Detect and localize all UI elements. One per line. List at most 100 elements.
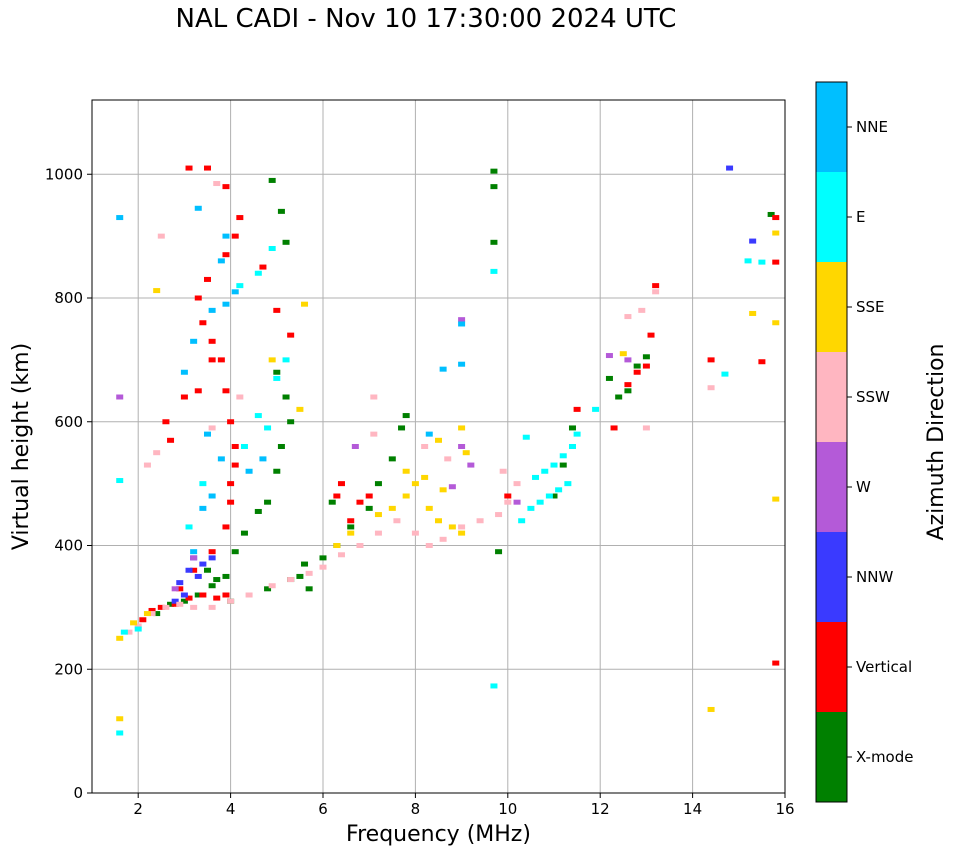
point-vertical (231, 233, 239, 239)
point-sse (388, 505, 396, 511)
point-vertical (573, 406, 581, 412)
point-vertical (199, 592, 207, 598)
point-nne (217, 258, 225, 264)
point-ssw (642, 425, 650, 431)
point-e (592, 406, 600, 412)
colorbar-label: Azimuth Direction (924, 343, 949, 540)
point-nnw (194, 573, 202, 579)
point-sse (374, 512, 382, 518)
point-nne (458, 361, 466, 367)
point-nne (217, 456, 225, 462)
point-sse (439, 487, 447, 493)
point-x-mode (605, 375, 613, 381)
point-e (490, 268, 498, 274)
point-x-mode (365, 505, 373, 511)
point-vertical (139, 617, 147, 623)
point-vertical (504, 493, 512, 499)
point-x-mode (559, 462, 567, 468)
point-e (268, 246, 276, 251)
point-e (116, 730, 124, 736)
point-x-mode (153, 611, 161, 617)
point-nnw (208, 555, 216, 561)
y-axis-label: Virtual height (km) (9, 343, 34, 550)
point-ssw (374, 530, 382, 536)
point-x-mode (240, 530, 248, 536)
point-vertical (227, 499, 235, 505)
point-vertical (157, 604, 165, 610)
point-sse (707, 706, 715, 712)
x-tick-label: 10 (498, 800, 517, 818)
point-vertical (259, 264, 267, 270)
point-vertical (217, 357, 225, 363)
point-ssw (268, 583, 276, 589)
plot-frame (91, 99, 786, 794)
point-x-mode (277, 444, 285, 449)
point-x-mode (767, 211, 775, 217)
point-w (171, 586, 179, 592)
point-x-mode (347, 524, 355, 530)
point-vertical (208, 357, 216, 363)
point-ssw (370, 394, 378, 400)
point-w (467, 462, 475, 468)
y-tick-label: 800 (54, 289, 83, 307)
point-e (199, 481, 207, 487)
point-nne (204, 431, 211, 437)
point-nne (222, 233, 230, 239)
point-ssw (624, 314, 632, 320)
point-vertical (222, 388, 230, 394)
point-sse (116, 716, 124, 722)
point-nne (116, 215, 124, 221)
point-ssw (421, 444, 429, 449)
point-vertical (167, 437, 175, 443)
point-x-mode (167, 601, 175, 607)
point-sse (301, 301, 309, 307)
point-ssw (227, 598, 235, 604)
point-sse (772, 496, 780, 502)
point-x-mode (305, 586, 313, 592)
point-x-mode (273, 369, 281, 375)
colorbar-swatch-nne (816, 82, 847, 172)
point-ssw (245, 592, 253, 598)
colorbar-tick-label: NNW (856, 568, 893, 586)
point-ssw (162, 604, 170, 610)
point-e (536, 499, 544, 505)
point-w (351, 444, 359, 449)
point-w (458, 317, 466, 323)
point-nne (194, 205, 202, 211)
y-tick-label: 600 (54, 413, 83, 431)
point-x-mode (402, 413, 410, 419)
point-sse (296, 406, 304, 412)
point-vertical (610, 425, 618, 431)
point-w (513, 499, 521, 505)
point-w (190, 555, 198, 561)
point-x-mode (301, 561, 309, 567)
point-sse (435, 437, 442, 443)
point-vertical (190, 567, 198, 573)
point-e (185, 524, 193, 530)
x-tick-label: 12 (591, 800, 610, 818)
point-vertical (287, 332, 295, 338)
point-e (518, 518, 526, 524)
point-nne (259, 456, 267, 462)
colorbar-tick-label: SSE (856, 298, 885, 316)
point-x-mode (180, 598, 188, 604)
point-sse (130, 620, 138, 626)
point-x-mode (222, 573, 230, 579)
point-vertical (176, 586, 184, 592)
point-ssw (125, 629, 133, 635)
point-x-mode (268, 177, 276, 183)
point-e (254, 270, 262, 276)
point-nne (245, 468, 253, 474)
point-x-mode (388, 456, 396, 462)
point-ssw (652, 289, 660, 295)
point-vertical (365, 493, 373, 499)
chart-title: NAL CADI - Nov 10 17:30:00 2024 UTC (175, 4, 677, 34)
point-sse (411, 481, 419, 487)
point-x-mode (550, 493, 558, 499)
point-x-mode (264, 586, 272, 592)
point-ssw (638, 307, 646, 313)
point-vertical (356, 499, 364, 505)
point-w (448, 484, 456, 490)
colorbar-swatch-vertical (816, 622, 847, 712)
point-x-mode (254, 508, 262, 514)
